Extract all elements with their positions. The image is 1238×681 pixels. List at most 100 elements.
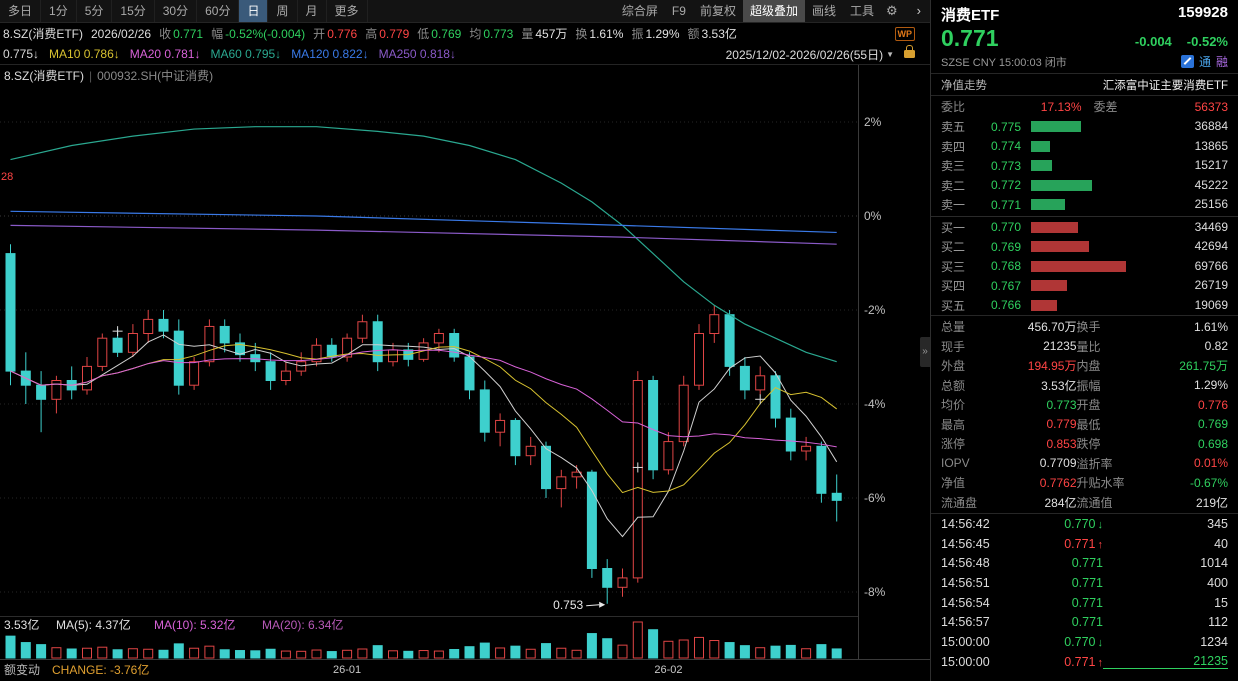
ma-value-1: MA10 0.786↓ xyxy=(49,47,120,61)
order-volume: 26719 xyxy=(1194,278,1228,293)
panel-collapse-handle[interactable]: » xyxy=(920,337,930,367)
ma-value-0: 0.775↓ xyxy=(3,47,40,61)
order-row-bid-3[interactable]: 买四 0.767 26719 xyxy=(931,276,1238,296)
chart-symbol-label: 8.SZ(消费ETF) xyxy=(4,69,84,83)
order-row-ask-0[interactable]: 卖五 0.775 36884 xyxy=(931,117,1238,137)
toolbar-button-5[interactable]: 工具 xyxy=(849,4,874,18)
tick-time: 14:56:54 xyxy=(941,595,990,610)
order-price: 0.766 xyxy=(990,298,1021,313)
stat-label: 流通值 xyxy=(1076,495,1113,510)
order-price: 0.775 xyxy=(990,119,1021,134)
period-tab-5[interactable]: 60分 xyxy=(197,0,240,22)
order-volume: 19069 xyxy=(1194,297,1228,312)
chart-section: 多日 1分 5分 15分 30分 60分日周月更多 综合屏 F9 前复权 超级叠加 画线 工具 ⚙ … xyxy=(0,0,930,681)
period-tab-6[interactable]: 日 xyxy=(239,0,269,22)
svg-text:CHANGE: -3.76亿: CHANGE: -3.76亿 xyxy=(52,662,149,677)
edit-icon[interactable] xyxy=(1180,55,1194,68)
stats-row-3: 总额 3.53亿 振幅 1.29% xyxy=(931,376,1238,396)
symbol-label: 8.SZ(消费ETF) xyxy=(3,27,83,41)
svg-text:额变动: 额变动 xyxy=(4,662,40,677)
svg-text:MA(5): 4.37亿: MA(5): 4.37亿 xyxy=(56,617,131,632)
order-price: 0.770 xyxy=(990,220,1021,235)
order-row-ask-3[interactable]: 卖二 0.772 45222 xyxy=(931,176,1238,196)
toolbar-button-2[interactable]: 前复权 xyxy=(699,4,736,18)
toolbar: 多日 1分 5分 15分 30分 60分日周月更多 综合屏 F9 前复权 超级叠加 画线 工具 ⚙ … xyxy=(0,0,930,23)
toolbar-button-3[interactable]: 超级叠加 xyxy=(742,0,805,22)
down-arrow-icon: ↓ xyxy=(1097,518,1104,531)
order-volume-bar: 45222 xyxy=(1031,178,1228,192)
order-imbalance-row: 委比 17.13% 委差 56373 xyxy=(931,96,1238,117)
svg-text:2%: 2% xyxy=(864,115,882,129)
stat-label: 振幅 xyxy=(1076,378,1101,393)
period-tab-8[interactable]: 月 xyxy=(298,0,327,22)
stat-value: 0.769 xyxy=(1197,417,1228,432)
order-row-bid-2[interactable]: 买三 0.768 69766 xyxy=(931,257,1238,277)
order-level-label: 卖二 xyxy=(941,178,966,193)
candlestick-chart[interactable]: 2% 0% -2% -4% -6% -8% 28 0.753 3.53亿 MA(5): 4.37亿… xyxy=(0,65,930,681)
svg-text:-8%: -8% xyxy=(864,585,886,599)
stat-value: 194.95万 xyxy=(1027,359,1077,374)
order-volume-bar: 13865 xyxy=(1031,139,1228,153)
period-tab-0[interactable]: 多日 xyxy=(0,0,42,22)
chart-area[interactable]: 2% 0% -2% -4% -6% -8% 28 0.753 3.53亿 MA(5): 4.37亿… xyxy=(0,65,930,681)
stat-label: 开盘 xyxy=(1076,398,1101,413)
order-volume-bar: 69766 xyxy=(1031,259,1228,273)
order-price: 0.767 xyxy=(990,278,1021,293)
nav-chart-link[interactable]: 净值走势 xyxy=(941,79,987,92)
order-row-ask-2[interactable]: 卖三 0.773 15217 xyxy=(931,156,1238,176)
toolbar-button-1[interactable]: F9 xyxy=(671,4,686,18)
order-row-bid-1[interactable]: 买二 0.769 42694 xyxy=(931,237,1238,257)
period-tab-9[interactable]: 更多 xyxy=(327,0,368,22)
chevron-right-icon[interactable]: › xyxy=(916,3,921,18)
period-tab-3[interactable]: 15分 xyxy=(112,0,155,22)
period-tab-7[interactable]: 周 xyxy=(268,0,298,22)
order-volume-bar: 36884 xyxy=(1031,120,1228,133)
stats-row-8: 净值 0.7762 升贴水率 -0.67% xyxy=(931,473,1238,493)
tick-time: 14:56:48 xyxy=(941,556,990,571)
stat-value: 284亿 xyxy=(1044,495,1077,510)
order-row-bid-0[interactable]: 买一 0.770 34469 xyxy=(931,218,1238,238)
tick-row-1: 14:56:45 0.771 ↑ 40 xyxy=(931,534,1238,554)
weicha-value: 56373 xyxy=(1194,99,1228,114)
quote-summary-row: 8.SZ(消费ETF) 2026/02/26 收 0.771 幅 -0.52%(-0.… xyxy=(0,23,930,44)
period-tab-1[interactable]: 1分 xyxy=(41,0,77,22)
period-tab-2[interactable]: 5分 xyxy=(77,0,113,22)
tick-time: 15:00:00 xyxy=(941,634,990,649)
gear-icon[interactable]: ⚙ xyxy=(886,3,898,18)
order-price: 0.772 xyxy=(990,178,1021,193)
tick-time: 14:56:51 xyxy=(941,575,990,590)
last-price: 0.771 xyxy=(941,25,999,51)
toolbar-button-4[interactable]: 画线 xyxy=(811,4,836,18)
order-row-bid-4[interactable]: 买五 0.766 19069 xyxy=(931,296,1238,316)
tick-row-7: 15:00:00 0.771 ↑ 21235 xyxy=(931,652,1238,672)
toolbar-button-0[interactable]: 综合屏 xyxy=(621,4,658,18)
stat-label: IOPV xyxy=(941,456,970,471)
quote-header: 消费ETF 159928 0.771 -0.004 -0.52% SZSE CN… xyxy=(931,0,1238,73)
lock-button[interactable] xyxy=(904,45,915,58)
tick-row-4: 14:56:54 0.771 15 xyxy=(931,593,1238,613)
order-row-ask-1[interactable]: 卖四 0.774 13865 xyxy=(931,137,1238,157)
stat-label: 总量 xyxy=(941,320,966,335)
book-divider xyxy=(931,215,1238,217)
tick-time: 15:00:00 xyxy=(941,654,990,669)
stat-label: 最高 xyxy=(941,417,966,432)
stat-value: 456.70万 xyxy=(1027,320,1077,335)
stat-value: 219亿 xyxy=(1195,495,1228,510)
tick-list[interactable]: 14:56:42 0.770 ↓ 345 14:56:45 0.771 ↑ 40 14:56:4… xyxy=(931,513,1238,672)
stat-value: 0.773 xyxy=(1046,397,1077,412)
stats-row-2: 外盘 194.95万 内盘 261.75万 xyxy=(931,356,1238,376)
up-arrow-icon: ↑ xyxy=(1097,538,1104,551)
quote-field-6: 量 457万 xyxy=(521,27,568,41)
period-tab-4[interactable]: 30分 xyxy=(155,0,198,22)
legend-separator: | xyxy=(89,69,93,83)
order-volume: 36884 xyxy=(1194,119,1228,134)
wp-badge: WP xyxy=(894,26,915,41)
order-volume-bar: 15217 xyxy=(1031,159,1228,172)
date-range-selector[interactable]: 2025/12/02-2026/02/26(55日) ▼ xyxy=(726,46,894,63)
order-price: 0.768 xyxy=(990,259,1021,274)
chevron-down-icon: ▼ xyxy=(886,49,894,59)
order-row-ask-4[interactable]: 卖一 0.771 25156 xyxy=(931,195,1238,215)
quote-fields: 收 0.771 幅 -0.52%(-0.004) 开 0.776 高 0.779 低 0.769 均… xyxy=(159,25,745,42)
svg-text:MA(10): 5.32亿: MA(10): 5.32亿 xyxy=(154,617,235,632)
quote-field-0: 收 0.771 xyxy=(159,27,204,41)
